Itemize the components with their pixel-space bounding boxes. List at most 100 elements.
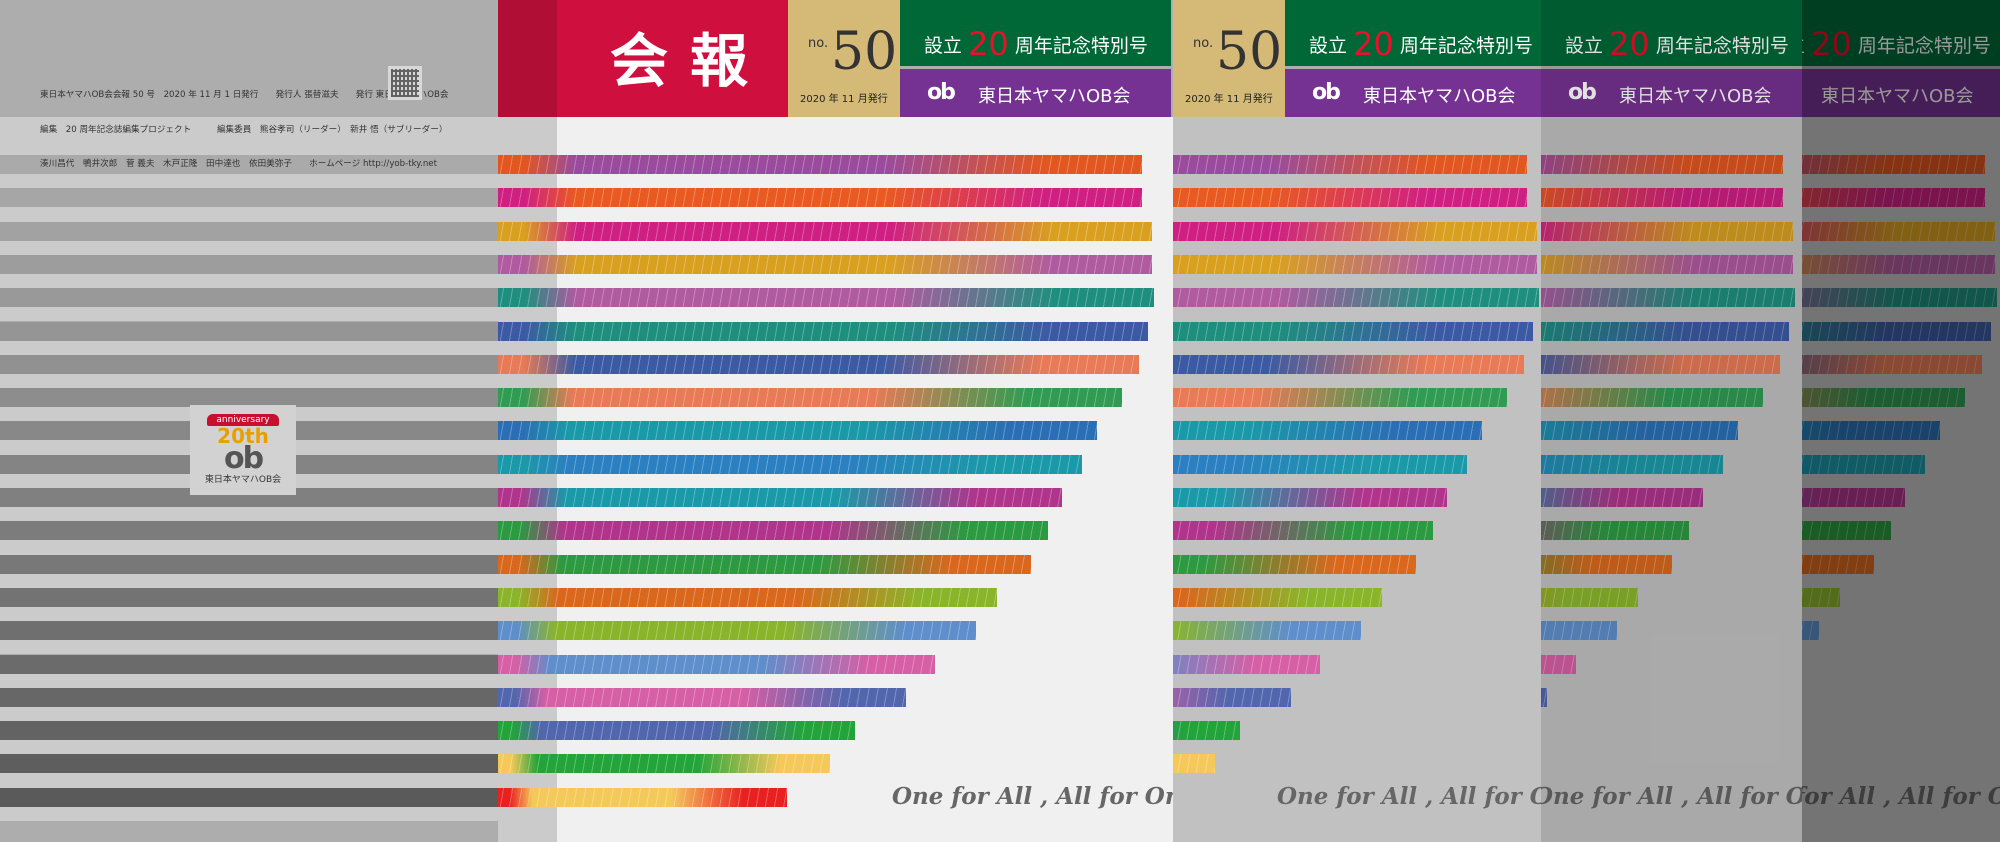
color-bar xyxy=(1541,687,1547,707)
color-bar xyxy=(1173,488,1447,507)
color-bar xyxy=(498,321,1148,341)
color-bar xyxy=(1802,221,1995,241)
special-prefix: 設立 xyxy=(1309,35,1348,57)
issue-date: 2020 年 11 月発行 xyxy=(800,94,888,105)
special-issue-banner: 設立 20 周年記念特別号 xyxy=(1285,0,1541,66)
ob-logo-icon: ob xyxy=(1568,80,1597,105)
back-stripe xyxy=(0,554,498,574)
color-bar xyxy=(1541,188,1783,208)
color-bar xyxy=(1541,288,1795,308)
org-name: 東日本ヤマハOB会 xyxy=(1619,86,1772,107)
back-stripe xyxy=(0,621,498,641)
org-banner: ob 東日本ヤマハOB会 xyxy=(1285,69,1541,117)
color-bar xyxy=(1541,421,1738,441)
back-cover-panel: 東日本ヤマハOB会会報 50 号 2020 年 11 月 1 日発行 発行人 張… xyxy=(0,0,498,842)
special-prefix: 設立 xyxy=(924,35,963,57)
imprint-line: 編集 20 周年記念誌編集プロジェクト 編集委員 熊谷孝司（リーダー） 新井 悟… xyxy=(40,124,448,135)
special-issue-banner: 設立 20 周年記念特別号 xyxy=(1802,0,2000,66)
back-stripe xyxy=(0,521,498,541)
color-bar xyxy=(1541,155,1783,174)
color-bar xyxy=(1802,155,1985,174)
color-bar xyxy=(1541,521,1689,541)
color-bar xyxy=(1173,155,1527,174)
org-name: 東日本ヤマハOB会 xyxy=(978,86,1131,107)
color-bar xyxy=(1173,554,1416,574)
color-bar xyxy=(1173,654,1320,674)
org-name: 東日本ヤマハOB会 xyxy=(1821,86,1974,107)
color-bar xyxy=(1802,587,1840,607)
imprint-line: 東日本ヤマハOB会会報 50 号 2020 年 11 月 1 日発行 発行人 張… xyxy=(40,90,449,100)
color-bar xyxy=(498,421,1097,441)
color-bar xyxy=(1802,354,1982,374)
back-stripe xyxy=(0,221,498,241)
org-banner: ob 東日本ヤマハOB会 xyxy=(1802,69,2000,117)
color-bar xyxy=(1541,454,1723,474)
color-bar xyxy=(1802,288,1997,308)
color-bar xyxy=(1173,321,1533,341)
back-stripe xyxy=(0,587,498,607)
color-bar xyxy=(1173,521,1433,541)
issue-number: 50 xyxy=(1216,22,1283,82)
cover-copy: 会報 no. 50 2020 年 11 月発行 設立 20 周年記念特別号 ob… xyxy=(1802,0,2000,842)
special-number: 20 xyxy=(1811,25,1852,63)
color-bar xyxy=(1541,554,1672,574)
color-bar xyxy=(1541,621,1617,641)
front-cover: 会報 no. 50 2020 年 11 月発行 設立 20 周年記念特別号 ob… xyxy=(1173,0,1541,842)
cover-title: 会報 xyxy=(610,27,771,95)
imprint-text: 東日本ヤマハOB会会報 50 号 2020 年 11 月 1 日発行 発行人 張… xyxy=(40,67,449,194)
issue-no-label: no. xyxy=(808,36,829,51)
color-bar xyxy=(498,621,976,641)
color-bar xyxy=(1173,354,1524,374)
color-bar xyxy=(1802,521,1891,541)
front-cover: 会報 no. 50 2020 年 11 月発行 設立 20 周年記念特別号 ob… xyxy=(498,0,1196,842)
color-bar xyxy=(1173,421,1482,441)
issue-block: no. 50 2020 年 11 月発行 xyxy=(1173,0,1285,117)
back-stripe xyxy=(0,188,498,208)
special-number: 20 xyxy=(1609,25,1650,63)
special-prefix: 設立 xyxy=(1802,35,1805,57)
color-bar xyxy=(1173,221,1537,241)
back-stripe xyxy=(0,288,498,308)
front-cover: 会報 no. 50 2020 年 11 月発行 設立 20 周年記念特別号 ob… xyxy=(1541,0,1802,842)
color-bar xyxy=(1802,488,1905,507)
color-bar xyxy=(1173,188,1527,208)
color-bar xyxy=(1541,488,1703,507)
color-bar xyxy=(498,488,1062,507)
color-bar xyxy=(498,654,935,674)
org-banner: ob 東日本ヤマハOB会 xyxy=(1541,69,1802,117)
color-bar xyxy=(498,587,997,607)
color-bar xyxy=(1173,587,1382,607)
anniversary-org-name: 東日本ヤマハOB会 xyxy=(204,475,282,485)
motto: One for All , All for One xyxy=(1802,783,2000,810)
motto: One for All , All for One xyxy=(1277,783,1541,810)
special-suffix: 周年記念特別号 xyxy=(1857,35,1991,57)
ob-logo-icon: ob xyxy=(927,80,956,105)
color-bar xyxy=(1541,221,1793,241)
color-bar xyxy=(1541,587,1638,607)
front-cover: 会報 no. 50 2020 年 11 月発行 設立 20 周年記念特別号 ob… xyxy=(1802,0,2000,842)
color-bar xyxy=(1541,354,1780,374)
motto: One for All , All for One xyxy=(1541,783,1802,810)
ob-logo-icon: ob xyxy=(223,441,264,476)
org-banner: ob 東日本ヤマハOB会 xyxy=(900,69,1171,117)
color-bar xyxy=(498,687,906,707)
color-bar xyxy=(1802,421,1940,441)
anniversary-years: 20th xyxy=(217,424,269,448)
color-bar xyxy=(498,354,1139,374)
special-number: 20 xyxy=(968,25,1009,63)
color-bar xyxy=(1541,654,1576,674)
color-bar xyxy=(498,288,1154,308)
back-stripe xyxy=(0,354,498,374)
anniversary-ribbon: anniversary xyxy=(207,414,279,426)
color-bar xyxy=(1802,388,1965,408)
title-block: 会報 xyxy=(498,0,788,117)
cover-copy: 会報 no. 50 2020 年 11 月発行 設立 20 周年記念特別号 ob… xyxy=(1541,0,1802,842)
issue-number: 50 xyxy=(831,22,898,82)
color-bar xyxy=(1541,321,1789,341)
color-bar xyxy=(1802,554,1874,574)
color-bar xyxy=(498,188,1142,208)
back-stripe xyxy=(0,754,498,774)
issue-no-label: no. xyxy=(1193,36,1214,51)
color-bar xyxy=(1802,454,1925,474)
color-bar xyxy=(1173,388,1507,408)
